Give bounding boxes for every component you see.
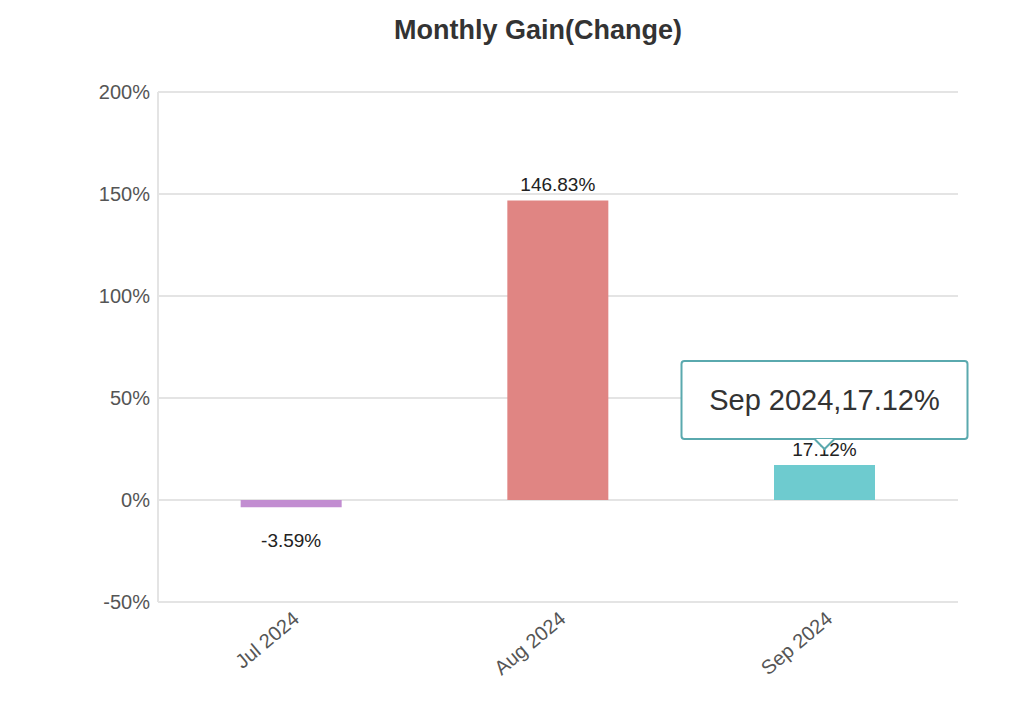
svg-text:Sep 2024: Sep 2024 xyxy=(757,607,837,679)
svg-text:200%: 200% xyxy=(99,81,150,103)
svg-text:Sep 2024,17.12%: Sep 2024,17.12% xyxy=(709,384,940,416)
svg-text:150%: 150% xyxy=(99,183,150,205)
svg-text:50%: 50% xyxy=(110,387,150,409)
svg-text:Jul 2024: Jul 2024 xyxy=(231,607,303,672)
svg-text:Aug 2024: Aug 2024 xyxy=(490,607,570,679)
svg-text:0%: 0% xyxy=(121,489,150,511)
svg-text:146.83%: 146.83% xyxy=(520,174,595,195)
svg-text:17.12%: 17.12% xyxy=(792,439,857,460)
svg-text:-3.59%: -3.59% xyxy=(261,530,321,551)
html-text:Monthly Gain(Change): Monthly Gain(Change) xyxy=(394,15,682,45)
svg-text:-50%: -50% xyxy=(103,591,150,613)
svg-text:100%: 100% xyxy=(99,285,150,307)
